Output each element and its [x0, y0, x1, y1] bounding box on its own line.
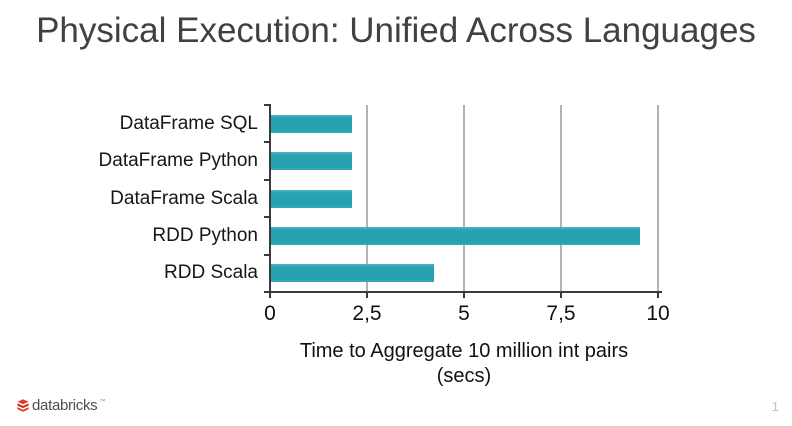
x-axis-line	[269, 291, 662, 293]
x-axis-tick	[366, 291, 368, 298]
y-axis-tick	[264, 141, 271, 144]
x-tick-label-2-5: 2,5	[352, 302, 382, 325]
x-axis-tick	[560, 291, 562, 298]
bar-dataframe-python	[271, 152, 353, 171]
y-axis-tick	[264, 104, 271, 106]
category-label-dataframe-sql: DataFrame SQL	[119, 112, 258, 134]
category-label-rdd-scala: RDD Scala	[164, 262, 258, 284]
x-axis-caption: Time to Aggregate 10 million int pairs (…	[244, 339, 684, 389]
bar-dataframe-scala	[271, 189, 353, 208]
page-number: 1	[771, 399, 779, 414]
y-axis-line	[269, 105, 271, 293]
x-tick-label-0: 0	[264, 302, 276, 325]
x-axis-tick	[657, 291, 659, 298]
category-label-dataframe-python: DataFrame Python	[98, 150, 258, 172]
x-axis-caption-line2: (secs)	[436, 365, 492, 387]
databricks-logo: databricks ™	[16, 398, 105, 413]
gridline	[657, 105, 659, 292]
y-axis-tick	[264, 178, 271, 181]
databricks-logo-icon	[16, 399, 30, 412]
gridline	[463, 105, 465, 292]
y-axis-tick	[264, 291, 271, 293]
x-axis-tick	[269, 291, 271, 298]
bar-rdd-scala	[271, 264, 434, 283]
bar-rdd-python	[271, 226, 640, 245]
databricks-logo-text: databricks	[32, 397, 98, 414]
slide-title: Physical Execution: Unified Across Langu…	[36, 11, 756, 50]
category-label-dataframe-scala: DataFrame Scala	[110, 187, 258, 209]
y-axis-tick	[264, 253, 271, 256]
trademark-mark: ™	[99, 399, 106, 405]
category-label-rdd-python: RDD Python	[152, 224, 258, 246]
bar-dataframe-sql	[271, 114, 353, 133]
y-axis-tick	[264, 216, 271, 219]
x-axis-caption-line1: Time to Aggregate 10 million int pairs	[299, 340, 629, 362]
x-tick-label-10: 10	[646, 302, 670, 325]
x-tick-label-5: 5	[458, 302, 470, 325]
gridline	[560, 105, 562, 292]
x-tick-label-7-5: 7,5	[546, 302, 576, 325]
gridline	[366, 105, 368, 292]
x-axis-tick	[463, 291, 465, 298]
